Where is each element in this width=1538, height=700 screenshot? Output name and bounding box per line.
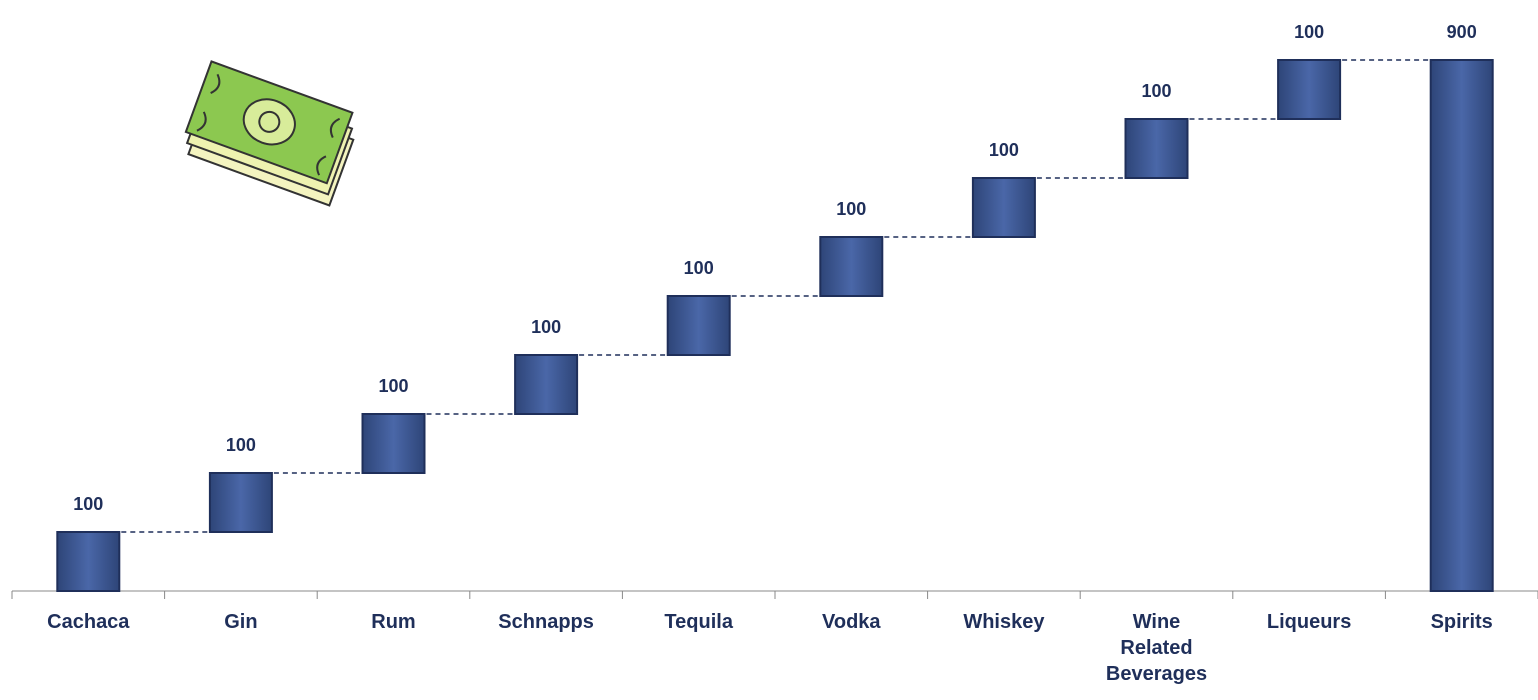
- value-label: 100: [73, 494, 103, 514]
- bar: [514, 354, 579, 415]
- x-tick-label: Cachaca: [47, 611, 130, 633]
- bar: [361, 413, 426, 474]
- value-label: 100: [989, 140, 1019, 160]
- money-icon: [184, 60, 355, 207]
- value-label: 100: [378, 376, 408, 396]
- bar: [56, 531, 121, 592]
- bar: [666, 295, 731, 356]
- bar: [971, 177, 1036, 238]
- bar: [1277, 59, 1342, 120]
- value-label: 100: [1294, 22, 1324, 42]
- value-label: 100: [531, 317, 561, 337]
- bar: [819, 236, 884, 297]
- x-tick-label: Tequila: [664, 611, 733, 633]
- x-tick-label: Spirits: [1430, 611, 1493, 633]
- x-tick-label: Vodka: [822, 611, 881, 633]
- x-tick-label: Wine Related Beverages: [1105, 611, 1208, 685]
- value-label: 100: [1141, 81, 1171, 101]
- bar: [1429, 59, 1494, 592]
- bar: [1124, 118, 1189, 179]
- x-tick-label: Schnapps: [498, 611, 594, 633]
- value-label: 100: [684, 258, 714, 278]
- x-tick-label: Liqueurs: [1266, 611, 1352, 633]
- x-tick-label: Gin: [224, 611, 258, 633]
- value-label: 100: [226, 435, 256, 455]
- bar: [208, 472, 273, 533]
- value-label: 100: [836, 199, 866, 219]
- x-tick-label: Rum: [371, 611, 416, 633]
- value-label: 900: [1447, 22, 1477, 42]
- x-tick-label: Whiskey: [963, 611, 1045, 633]
